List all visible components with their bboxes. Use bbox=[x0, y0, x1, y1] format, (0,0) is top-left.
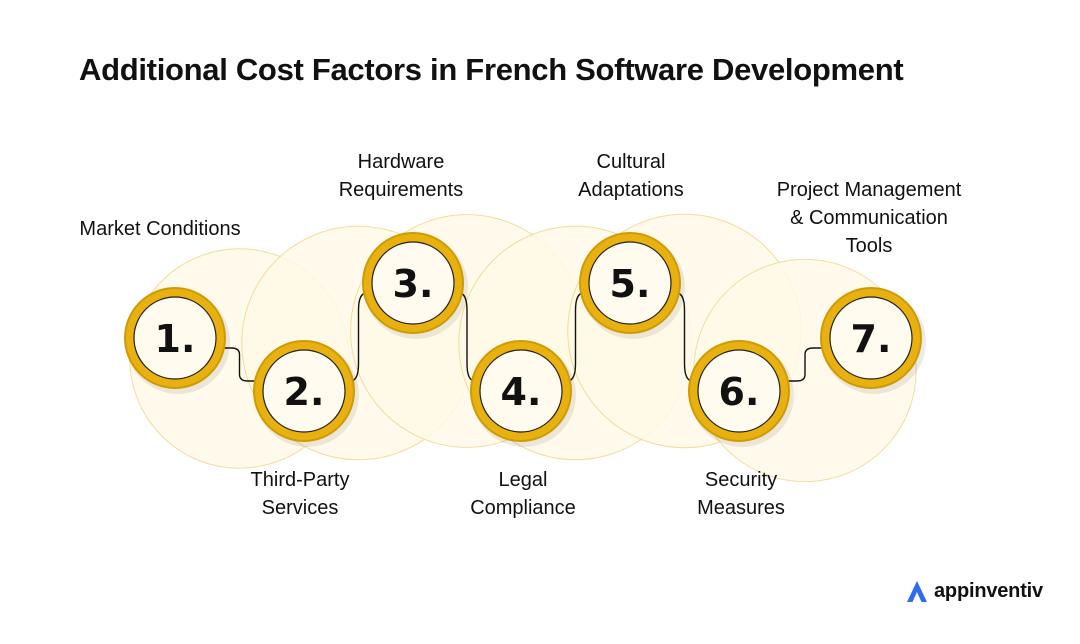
step-7-label-line: & Communication bbox=[790, 207, 948, 229]
step-3-circle: 3. bbox=[362, 232, 468, 339]
step-6-label-line: Measures bbox=[697, 497, 785, 519]
step-4-label-line: Compliance bbox=[470, 497, 576, 519]
step-3-label-line: Requirements bbox=[338, 179, 464, 201]
step-2-label-line: Third-Party bbox=[250, 469, 350, 491]
step-2-label-line: Services bbox=[261, 497, 339, 519]
step-7-label-line: Project Management bbox=[776, 179, 962, 201]
step-3-label: Hardware Requirements bbox=[281, 148, 521, 204]
step-4-label: Legal Compliance bbox=[423, 466, 623, 522]
brand-logo: appinventiv bbox=[904, 578, 1043, 604]
step-2-label: Third-Party Services bbox=[200, 466, 400, 522]
step-2-circle: 2. bbox=[253, 340, 359, 447]
step-7-label: Project Management & Communication Tools bbox=[739, 176, 999, 260]
step-circles: 1. 2. 3. 4. 5. 6. 7. bbox=[124, 232, 926, 447]
step-1-circle: 1. bbox=[124, 287, 230, 394]
connector-1-2 bbox=[210, 347, 269, 382]
step-5-label-line: Cultural bbox=[596, 151, 666, 173]
step-5-label: Cultural Adaptations bbox=[511, 148, 751, 204]
appinventiv-logo-icon bbox=[907, 581, 927, 602]
step-6-label-line: Security bbox=[704, 469, 778, 491]
connector-6-7 bbox=[774, 347, 836, 382]
step-4-number: 4. bbox=[501, 370, 542, 414]
step-7-label-line: Tools bbox=[845, 235, 893, 257]
page-title: Additional Cost Factors in French Softwa… bbox=[79, 52, 904, 87]
step-1-label-line: Market Conditions bbox=[79, 218, 241, 240]
step-6-circle: 6. bbox=[688, 340, 794, 447]
step-4-circle: 4. bbox=[470, 340, 576, 447]
step-4-label-line: Legal bbox=[498, 469, 548, 491]
step-5-label-line: Adaptations bbox=[578, 179, 684, 201]
step-1-number: 1. bbox=[155, 317, 196, 361]
step-3-label-line: Hardware bbox=[357, 151, 445, 173]
step-7-circle: 7. bbox=[820, 287, 926, 394]
step-3-number: 3. bbox=[393, 262, 434, 306]
step-2-number: 2. bbox=[284, 370, 325, 414]
step-5-circle: 5. bbox=[579, 232, 685, 339]
step-1-label: Market Conditions bbox=[40, 215, 280, 243]
step-6-number: 6. bbox=[719, 370, 760, 414]
step-6-label: Security Measures bbox=[641, 466, 841, 522]
step-5-number: 5. bbox=[610, 262, 651, 306]
step-7-number: 7. bbox=[851, 317, 892, 361]
brand-name: appinventiv bbox=[934, 579, 1043, 602]
